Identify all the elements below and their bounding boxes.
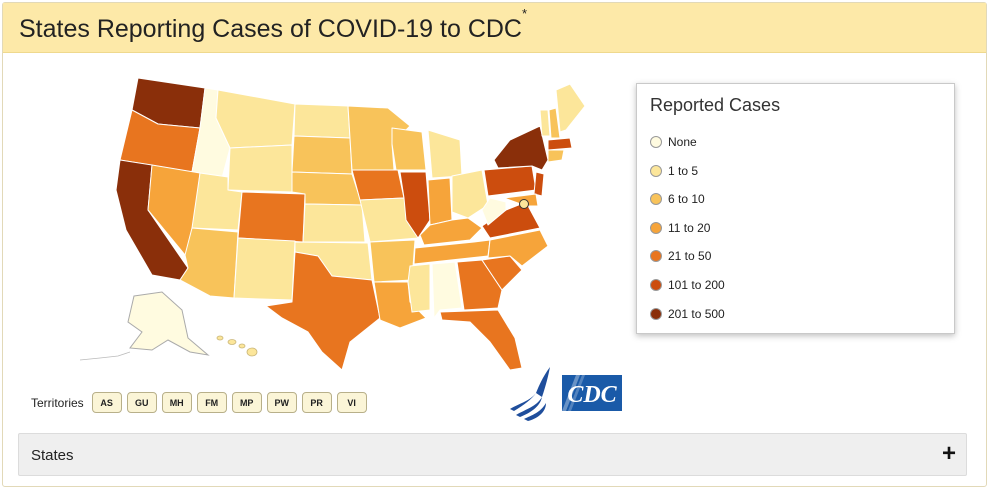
us-states-map [79, 77, 586, 371]
expand-plus-icon[interactable]: + [941, 440, 956, 467]
state-colorado[interactable] [237, 191, 306, 243]
dc-marker[interactable] [519, 199, 529, 209]
state-new-mexico[interactable] [233, 237, 296, 301]
states-accordion[interactable]: States + [18, 433, 967, 476]
alaska-islands [79, 351, 131, 361]
title-bar: States Reporting Cases of COVID-19 to CD… [3, 3, 986, 53]
legend-panel: Reported Cases None 1 to 5 6 to 10 11 to… [636, 83, 955, 334]
state-vermont[interactable] [539, 109, 551, 137]
state-illinois[interactable] [399, 171, 431, 239]
territory-button-vi[interactable]: VI [336, 392, 367, 413]
state-michigan[interactable] [427, 129, 463, 179]
legend-label: 11 to 20 [668, 221, 711, 235]
state-massachusetts[interactable] [547, 137, 573, 151]
legend-label: 1 to 5 [668, 164, 699, 178]
state-connecticut[interactable] [547, 149, 565, 163]
legend-swatch [650, 250, 662, 262]
legend-label: 6 to 10 [668, 192, 705, 206]
legend-item-21-50: 21 to 50 [650, 247, 711, 265]
state-kentucky[interactable] [419, 217, 483, 246]
legend-title: Reported Cases [650, 95, 781, 115]
hhs-eagle-icon [510, 367, 550, 421]
legend-swatch [650, 136, 662, 148]
territory-button-fm[interactable]: FM [196, 392, 227, 413]
legend-label: 101 to 200 [668, 278, 725, 292]
state-north-dakota[interactable] [293, 103, 351, 139]
title-footnote-marker: * [521, 5, 528, 21]
state-wisconsin[interactable] [391, 127, 427, 171]
state-texas[interactable] [265, 251, 381, 371]
territory-button-pw[interactable]: PW [266, 392, 297, 413]
title-text: States Reporting Cases of COVID-19 to CD… [19, 15, 522, 43]
state-wyoming[interactable] [227, 144, 293, 193]
territory-button-pr[interactable]: PR [301, 392, 332, 413]
territories-row: Territories AS GU MH FM MP PW PR VI [31, 392, 372, 413]
states-label: States [31, 447, 74, 464]
state-alabama[interactable] [431, 261, 463, 319]
agency-logos: CDC [510, 367, 622, 421]
territory-button-mh[interactable]: MH [161, 392, 192, 413]
state-florida[interactable] [439, 309, 523, 371]
legend-swatch [650, 308, 662, 320]
state-new-jersey[interactable] [533, 171, 545, 197]
legend-item-201-500: 201 to 500 [650, 305, 725, 323]
state-south-dakota[interactable] [291, 135, 353, 175]
cdc-logo: CDC [562, 375, 622, 411]
page-title: States Reporting Cases of COVID-19 to CD… [19, 6, 527, 44]
state-montana[interactable] [215, 89, 296, 149]
legend-item-6-10: 6 to 10 [650, 190, 705, 208]
state-georgia[interactable] [456, 259, 503, 311]
legend-item-101-200: 101 to 200 [650, 276, 725, 294]
state-kansas[interactable] [302, 203, 366, 243]
legend-item-none: None [650, 133, 697, 151]
svg-text:CDC: CDC [567, 382, 617, 408]
legend-label: None [668, 135, 697, 149]
state-indiana[interactable] [427, 177, 453, 226]
state-new-hampshire[interactable] [548, 107, 561, 139]
legend-swatch [650, 279, 662, 291]
state-ohio[interactable] [451, 169, 489, 219]
legend-swatch [650, 222, 662, 234]
state-hawaii[interactable] [216, 335, 258, 357]
state-pennsylvania[interactable] [483, 165, 537, 197]
territories-label: Territories [31, 395, 84, 410]
state-new-york[interactable] [493, 125, 549, 171]
legend-swatch [650, 193, 662, 205]
territory-button-as[interactable]: AS [91, 392, 122, 413]
legend-swatch [650, 165, 662, 177]
state-iowa[interactable] [351, 169, 405, 201]
state-west-virginia[interactable] [481, 197, 507, 226]
legend-item-11-20: 11 to 20 [650, 219, 710, 237]
legend-label: 201 to 500 [668, 307, 725, 321]
state-mississippi[interactable] [407, 263, 431, 313]
territory-button-gu[interactable]: GU [126, 392, 157, 413]
state-maine[interactable] [555, 83, 586, 133]
territory-button-mp[interactable]: MP [231, 392, 262, 413]
state-north-carolina[interactable] [487, 229, 549, 267]
legend-label: 21 to 50 [668, 249, 712, 263]
state-alaska[interactable] [127, 291, 210, 356]
legend-item-1-5: 1 to 5 [650, 162, 698, 180]
state-arkansas[interactable] [369, 239, 416, 283]
